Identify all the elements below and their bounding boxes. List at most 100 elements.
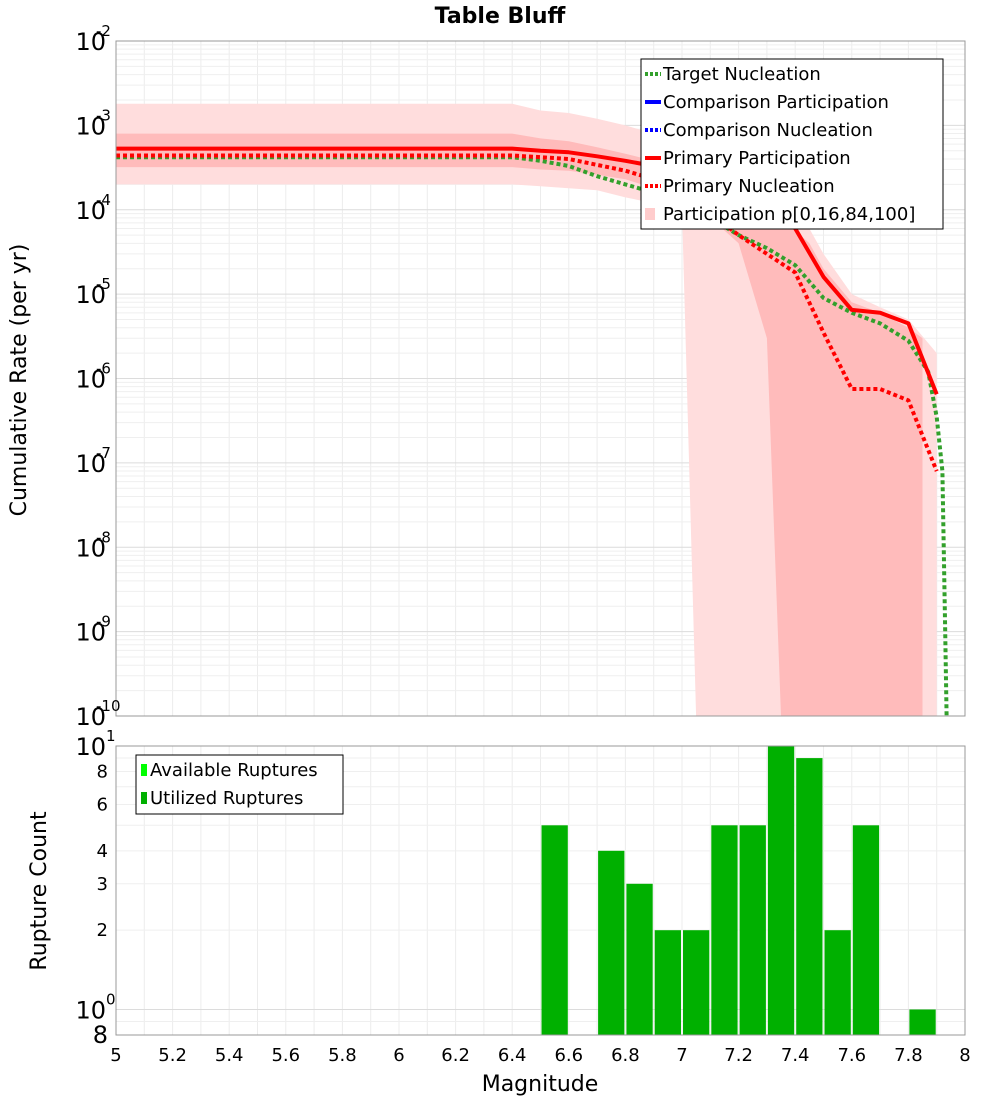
- y-tick-value: 4: [97, 841, 108, 862]
- legend-entry: Available Ruptures: [141, 760, 318, 781]
- x-tick-label: 7.8: [894, 1045, 923, 1066]
- x-tick-label: 6: [393, 1045, 404, 1066]
- series-primary-nucleation: [116, 153, 939, 472]
- y-tick-exponent: -9: [96, 613, 111, 631]
- legend-swatch: [645, 208, 655, 220]
- x-tick-label: 6.4: [498, 1045, 527, 1066]
- y-tick-base: 10: [75, 366, 106, 394]
- x-tick-label: 5.2: [158, 1045, 187, 1066]
- band-p0-p100: [116, 103, 937, 717]
- y-tick-label-bottom: 2: [97, 920, 108, 941]
- bar: [711, 825, 738, 1035]
- legend-top: [640, 58, 944, 230]
- legend-entry: Target Nucleation: [645, 64, 821, 85]
- y-tick-exponent: -4: [96, 191, 111, 209]
- y-tick-exponent: -5: [96, 275, 111, 293]
- y-tick-label-top: 10-7: [75, 444, 111, 478]
- y-tick-exponent: -6: [96, 360, 111, 378]
- y-tick-base: 10: [75, 733, 106, 761]
- legend-label: Target Nucleation: [662, 64, 821, 85]
- x-tick-label: 7.6: [837, 1045, 866, 1066]
- y-tick-label-top: 10-4: [75, 191, 111, 225]
- bar: [909, 1009, 936, 1035]
- x-tick-label: 7.4: [781, 1045, 810, 1066]
- legend-entry: Utilized Ruptures: [141, 788, 303, 809]
- series-target-nucleation: [116, 155, 949, 717]
- bar: [796, 758, 823, 1035]
- y-tick-label-bottom: 10 1: [75, 727, 115, 761]
- legend-entry: Comparison Nucleation: [645, 120, 873, 141]
- y-axis-title-top: Cumulative Rate (per yr): [7, 244, 32, 517]
- legend-entry: Participation p[0,16,84,100]: [645, 204, 915, 225]
- y-tick-exponent: -2: [96, 22, 111, 40]
- y-tick-label-bottom: 10 0: [75, 990, 115, 1024]
- bar: [654, 930, 681, 1035]
- legend-entry: Comparison Participation: [645, 92, 889, 113]
- bar: [683, 930, 710, 1035]
- y-tick-label-top: 10-9: [75, 613, 111, 647]
- cumulative-rate-plot: 10-210-310-410-510-610-710-810-910-10Tar…: [75, 22, 966, 731]
- bar: [767, 746, 795, 1035]
- y-tick-exponent: -3: [96, 106, 111, 124]
- y-tick-exponent: -8: [96, 528, 111, 546]
- band-p16-p84: [116, 133, 923, 717]
- x-tick-label: 6.2: [441, 1045, 470, 1066]
- bar: [824, 930, 851, 1035]
- y-tick-base: 10: [75, 996, 106, 1024]
- y-tick-exponent: 0: [106, 990, 116, 1008]
- legend-entry: Primary Nucleation: [645, 176, 835, 197]
- x-tick-label: 5.8: [328, 1045, 357, 1066]
- x-tick-label: 6.6: [554, 1045, 583, 1066]
- x-tick-label: 7.2: [724, 1045, 753, 1066]
- legend-label: Primary Participation: [663, 148, 851, 169]
- y-tick-exponent: 1: [106, 727, 116, 745]
- legend-label: Available Ruptures: [150, 760, 318, 781]
- y-tick-label-top: 10-3: [75, 106, 111, 140]
- y-tick-label-bottom: 4: [97, 841, 108, 862]
- y-tick-label-bottom: 8: [97, 762, 108, 783]
- y-tick-label-bottom: 6: [97, 794, 108, 815]
- y-tick-base: 10: [75, 112, 106, 140]
- legend-swatch: [141, 764, 147, 776]
- y-tick-label-top: 10-6: [75, 360, 111, 394]
- y-tick-base: 10: [75, 619, 106, 647]
- y-tick-label-bottom: 3: [97, 874, 108, 895]
- bar: [852, 825, 880, 1035]
- legend-label: Comparison Participation: [663, 92, 889, 113]
- y-tick-label-bottom: 8: [93, 1021, 108, 1049]
- legend-label: Comparison Nucleation: [663, 120, 873, 141]
- y-tick-exponent: -7: [96, 444, 111, 462]
- bar: [598, 850, 625, 1035]
- y-tick-label-top: 10-10: [75, 697, 120, 731]
- y-tick-exponent: -10: [96, 697, 121, 715]
- x-tick-label: 5: [110, 1045, 121, 1066]
- y-tick-base: 10: [75, 281, 106, 309]
- plot-frame-top: [115, 40, 966, 717]
- y-tick-label-top: 10-8: [75, 528, 111, 562]
- y-tick-value: 6: [97, 794, 108, 815]
- x-tick-label: 5.4: [215, 1045, 244, 1066]
- bar: [739, 825, 766, 1035]
- y-tick-value: 2: [97, 920, 108, 941]
- legend-entry: Primary Participation: [645, 148, 851, 169]
- y-tick-value: 8: [97, 762, 108, 783]
- bar: [626, 883, 653, 1035]
- y-tick-base: 10: [75, 28, 106, 56]
- x-tick-label: 6.8: [611, 1045, 640, 1066]
- y-tick-base: 10: [75, 197, 106, 225]
- y-axis-title-bottom: Rupture Count: [27, 811, 52, 971]
- x-tick-label: 5.6: [271, 1045, 300, 1066]
- y-tick-base: 10: [75, 534, 106, 562]
- y-tick-label-top: 10-5: [75, 275, 111, 309]
- legend-label: Utilized Ruptures: [150, 788, 303, 809]
- legend-swatch: [141, 792, 147, 804]
- legend-label: Primary Nucleation: [663, 176, 835, 197]
- y-tick-label-top: 10-2: [75, 22, 111, 56]
- y-tick-value: 3: [97, 874, 108, 895]
- bar: [541, 825, 568, 1035]
- x-tick-label: 8: [959, 1045, 970, 1066]
- legend-bottom: [135, 754, 344, 815]
- legend-label: Participation p[0,16,84,100]: [663, 204, 915, 225]
